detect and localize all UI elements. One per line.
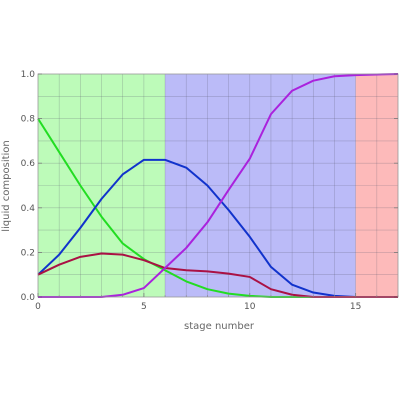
y-tick-label: 0.2 [21, 248, 35, 258]
axis-ticks: 0 5 10 15 0.0 0.2 0.4 0.6 0.8 1.0 [21, 70, 399, 312]
x-axis-label: stage number [184, 321, 255, 332]
plot-frame [37, 73, 399, 298]
y-tick-label: 0.0 [21, 293, 36, 303]
x-tick-label: 10 [244, 302, 256, 312]
y-tick-label: 0.6 [21, 159, 36, 169]
region-2 [355, 74, 398, 297]
x-tick-label: 0 [35, 302, 41, 312]
x-tick-label: 5 [141, 302, 147, 312]
region-1 [165, 74, 356, 297]
y-tick-label: 0.4 [21, 204, 36, 214]
plot-border [37, 73, 399, 298]
x-tick-label: 15 [350, 302, 361, 312]
y-tick-label: 1.0 [21, 70, 36, 80]
shaded-regions [38, 74, 398, 297]
y-axis-label: liquid composition [1, 140, 12, 232]
y-tick-label: 0.8 [21, 115, 36, 125]
